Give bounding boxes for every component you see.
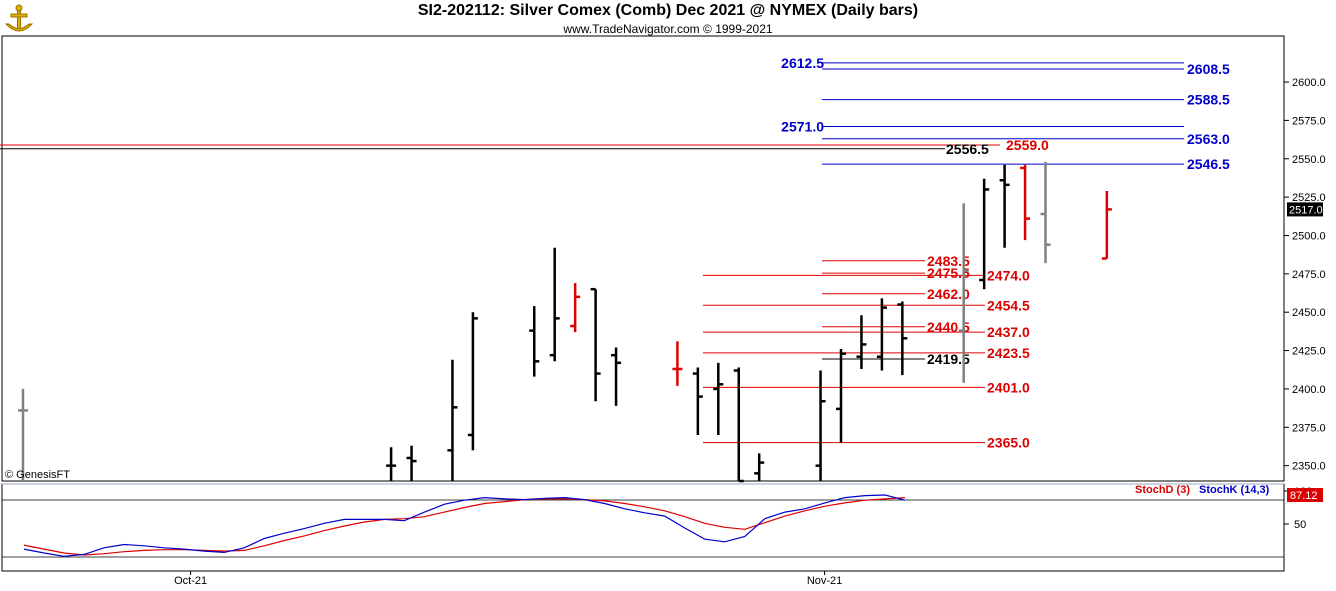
ohlc-bar	[406, 445, 417, 481]
stoch-value-label: 87.12	[1290, 490, 1318, 502]
level-label-black: 2556.5	[946, 141, 989, 157]
level-label-blue: 2571.0	[781, 119, 824, 135]
ohlc-bar	[979, 178, 990, 290]
x-tick-label: Nov-21	[807, 575, 842, 587]
ohlc-bar	[713, 362, 724, 435]
ohlc-bar	[447, 359, 458, 481]
last-price-label: 2517.0	[1289, 204, 1323, 216]
chart-title: SI2-202112: Silver Comex (Comb) Dec 2021…	[417, 2, 919, 19]
price-y-tick-label: 2500.0	[1292, 230, 1326, 242]
level-label-blue: 2546.5	[1187, 156, 1230, 172]
legend-stochk: StochK (14,3)	[1199, 484, 1270, 496]
level-label-red: 2437.0	[987, 324, 1030, 340]
level-label-red: 2474.0	[987, 267, 1030, 283]
price-y-tick-label: 2375.0	[1292, 422, 1326, 434]
level-label-blue: 2612.5	[781, 55, 824, 71]
level-label-red: 2423.5	[987, 345, 1030, 361]
legend-stochd: StochD (3)	[1135, 484, 1190, 496]
price-y-tick-label: 2575.0	[1292, 115, 1326, 127]
ohlc-bar	[856, 315, 867, 369]
ohlc-bar	[733, 367, 744, 483]
price-y-tick-label: 2425.0	[1292, 346, 1326, 358]
price-y-tick-label: 2450.0	[1292, 307, 1326, 319]
ohlc-bar	[549, 247, 560, 362]
ohlc-bar	[754, 453, 765, 481]
ohlc-bar	[467, 312, 478, 451]
ohlc-bar	[1101, 190, 1112, 260]
level-label-red: 2401.0	[987, 379, 1030, 395]
stoch-series-line-red	[23, 497, 906, 556]
price-y-tick-label: 2400.0	[1292, 384, 1326, 396]
ohlc-bar	[692, 367, 703, 435]
ohlc-bar	[570, 283, 581, 333]
level-label-blue: 2588.5	[1187, 92, 1230, 108]
level-label-red: 2365.0	[987, 435, 1030, 451]
ohlc-bar	[897, 301, 908, 376]
level-label-black: 2419.5	[927, 351, 970, 367]
anchor-logo-icon	[2, 2, 36, 36]
price-y-tick-label: 2525.0	[1292, 192, 1326, 204]
level-label-red: 2475.5	[927, 265, 970, 281]
stoch-value-label-bg	[1287, 488, 1323, 502]
level-label-red: 2559.0	[1006, 137, 1049, 153]
ohlc-bar	[590, 287, 601, 402]
ohlc-bar	[672, 341, 683, 386]
ohlc-bar	[386, 447, 397, 481]
ohlc-bar	[1040, 161, 1051, 264]
ohlc-bar	[611, 347, 622, 406]
watermark-text: © GenesisFT	[5, 469, 70, 481]
level-label-blue: 2608.5	[1187, 61, 1230, 77]
stoch-series-line-blue	[23, 494, 906, 557]
price-y-tick-label: 2475.0	[1292, 269, 1326, 281]
ohlc-bar	[999, 164, 1010, 248]
last-price-label-bg	[1287, 202, 1323, 217]
price-y-tick-label: 2350.0	[1292, 461, 1326, 473]
price-pane-frame	[1, 35, 1285, 482]
ohlc-bar	[1020, 164, 1031, 241]
stoch-pane-frame	[1, 483, 1285, 572]
x-tick-label: Oct-21	[174, 575, 207, 587]
level-label-red: 2454.5	[987, 297, 1030, 313]
level-label-red: 2483.5	[927, 253, 970, 269]
ohlc-bar	[958, 203, 969, 383]
ohlc-bar	[18, 388, 28, 481]
price-y-tick-label: 2600.0	[1292, 77, 1326, 89]
price-y-tick-label: 2550.0	[1292, 154, 1326, 166]
ohlc-bar	[529, 306, 540, 377]
ohlc-bar	[876, 298, 887, 371]
stoch-y-tick-label: 50	[1294, 519, 1306, 531]
level-label-blue: 2563.0	[1187, 131, 1230, 147]
chart-subtitle: www.TradeNavigator.com © 1999-2021	[563, 22, 773, 36]
ohlc-bar	[836, 349, 846, 443]
level-label-red: 2462.0	[927, 286, 970, 302]
ohlc-bar	[815, 370, 826, 481]
